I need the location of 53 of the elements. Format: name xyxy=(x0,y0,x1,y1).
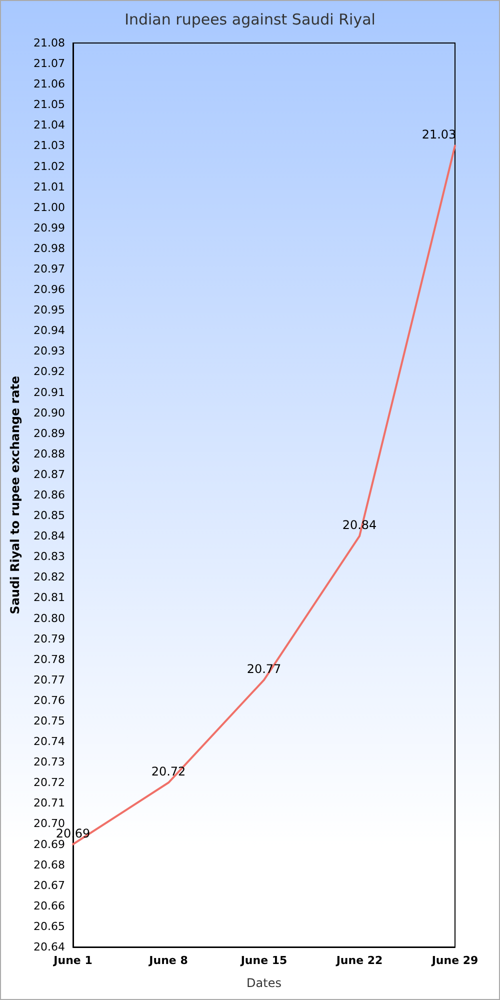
y-tick-label: 20.84 xyxy=(34,530,65,543)
y-tick-label: 20.64 xyxy=(34,940,65,954)
y-tick-label: 20.65 xyxy=(34,920,65,933)
y-tick-label: 20.77 xyxy=(34,673,65,686)
y-tick-label: 21.04 xyxy=(34,118,65,132)
y-tick-label: 21.07 xyxy=(34,57,65,70)
y-tick-label: 20.88 xyxy=(34,447,65,460)
y-tick-label: 20.90 xyxy=(34,406,65,420)
x-tick-label: June 29 xyxy=(430,954,478,967)
y-tick-label: 20.69 xyxy=(34,838,65,851)
y-axis-title: Saudi Riyal to rupee exchange rate xyxy=(8,376,22,614)
x-tick-label: June 1 xyxy=(52,954,92,967)
y-tick-label: 20.76 xyxy=(34,694,65,707)
y-tick-label: 21.01 xyxy=(34,180,65,194)
y-tick-label: 20.87 xyxy=(34,468,65,481)
y-tick-label: 21.00 xyxy=(34,200,65,214)
x-tick-label: June 22 xyxy=(335,954,383,967)
y-tick-label: 20.75 xyxy=(34,714,65,728)
y-tick-label: 20.93 xyxy=(34,344,65,358)
y-tick-label: 20.67 xyxy=(34,878,65,892)
x-tick-label: June 8 xyxy=(148,954,188,967)
y-tick-label: 21.02 xyxy=(34,160,65,173)
x-axis-title: Dates xyxy=(246,976,282,990)
y-tick-label: 20.83 xyxy=(34,550,65,564)
y-tick-label: 20.92 xyxy=(34,365,65,378)
y-tick-label: 20.86 xyxy=(34,488,65,502)
y-tick-label: 20.71 xyxy=(34,796,65,810)
y-tick-label: 20.82 xyxy=(34,570,65,584)
y-tick-label: 20.99 xyxy=(34,221,65,234)
y-tick-label: 20.80 xyxy=(34,612,65,625)
y-tick-label: 21.03 xyxy=(34,139,65,152)
y-tick-label: 20.78 xyxy=(34,652,65,666)
y-tick-label: 20.74 xyxy=(34,735,65,748)
y-tick-label: 20.81 xyxy=(34,591,65,604)
y-tick-label: 20.98 xyxy=(34,242,65,255)
y-tick-label: 20.96 xyxy=(34,283,65,296)
y-tick-label: 20.95 xyxy=(34,304,65,317)
x-tick-label: June 15 xyxy=(240,954,288,967)
y-tick-label: 20.85 xyxy=(34,509,65,522)
chart-title: Indian rupees against Saudi Riyal xyxy=(124,10,376,28)
y-tick-label: 21.08 xyxy=(34,36,65,50)
y-tick-label: 20.97 xyxy=(34,262,65,276)
y-tick-label: 20.72 xyxy=(34,776,65,790)
y-tick-label: 21.06 xyxy=(34,78,65,91)
y-tick-label: 20.94 xyxy=(34,324,65,338)
y-tick-label: 20.91 xyxy=(34,386,65,399)
y-tick-label: 20.68 xyxy=(34,858,65,872)
y-tick-label: 20.73 xyxy=(34,756,65,769)
data-label: 21.03 xyxy=(422,128,456,142)
y-tick-label: 20.66 xyxy=(34,899,65,912)
y-tick-label: 20.89 xyxy=(34,426,65,440)
y-tick-label: 21.05 xyxy=(34,98,65,112)
y-tick-label: 20.79 xyxy=(34,632,65,646)
